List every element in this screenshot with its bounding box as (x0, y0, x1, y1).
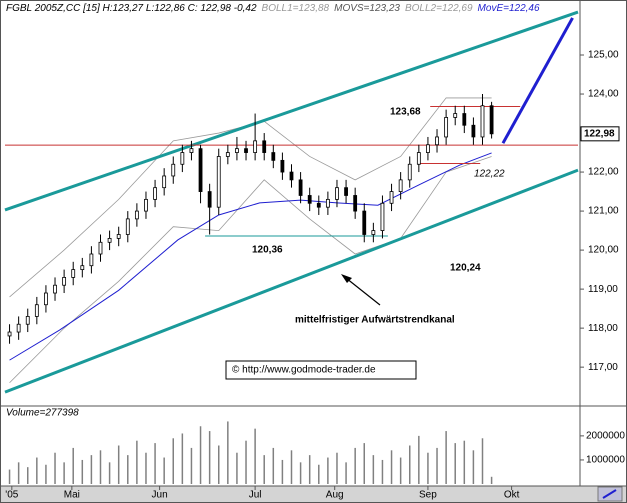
channel-upper (4, 10, 579, 212)
y-tick-label: 118,00 (588, 323, 618, 334)
candle-body (25, 316, 30, 325)
candle-body (107, 237, 112, 243)
candle-body (44, 292, 48, 306)
y-tick-label: 121,00 (588, 206, 619, 217)
candle-body (298, 179, 303, 196)
candle-body (53, 284, 57, 294)
arrow-head (341, 274, 352, 283)
candle-body (307, 195, 312, 204)
annotation: 120,24 (450, 263, 481, 274)
header-part: BOLL2=122,69 (405, 3, 473, 14)
y-tick-label: 124,00 (588, 89, 619, 100)
candle-body (89, 253, 94, 267)
copyright-box (225, 360, 417, 380)
candle-body (235, 148, 239, 153)
candle-body (189, 148, 194, 153)
candle-body (371, 230, 376, 235)
corner-icon-line (602, 489, 617, 499)
annotation: 120,36 (252, 245, 283, 256)
annotation: 123,68 (390, 107, 421, 118)
candle-body (489, 105, 494, 135)
date-strip (1, 486, 626, 502)
projection (501, 17, 574, 144)
header-text: FGBL 2005Z,CC [15] H:123,27 L:122,86 C: … (6, 3, 540, 14)
x-tick-label: Okt (504, 490, 520, 501)
candle-body (134, 210, 139, 220)
header-part: MovE=122,46 (478, 3, 540, 14)
candle-body (207, 191, 212, 208)
candle-body (480, 105, 485, 138)
candle-body (125, 218, 130, 235)
candle-body (362, 210, 367, 235)
last-price-box (580, 126, 620, 142)
candle-body (198, 148, 203, 192)
arrow-line (345, 277, 381, 306)
y-tick-label: 120,00 (588, 245, 619, 256)
candle-body (462, 113, 467, 126)
candle-body (153, 187, 157, 200)
x-tick-label: Sep (419, 490, 437, 501)
y-tick-label: 122,00 (588, 167, 619, 178)
y-tick-label: 119,00 (588, 284, 618, 295)
candle-body (71, 269, 76, 278)
candle-body (144, 198, 148, 212)
candle-body (289, 171, 294, 181)
candle-body (453, 113, 458, 118)
header-part: BOLL1=123,88 (262, 3, 330, 14)
candle-body (416, 152, 421, 165)
volume-tick-label: 2000000 (586, 431, 625, 442)
x-tick-label: Mai (64, 490, 80, 501)
candle-body (34, 304, 39, 317)
candle-body (344, 187, 348, 196)
candle-body (398, 179, 403, 192)
candle-body (180, 152, 185, 165)
annotation: © http://www.godmode-trader.de (232, 365, 376, 376)
x-tick-label: '05 (5, 490, 18, 501)
header-part: FGBL 2005Z,CC [15] H:123,27 L:122,86 C: … (6, 3, 257, 14)
last-price-label: 122,98 (584, 128, 615, 139)
candle-body (325, 198, 330, 208)
candle-body (435, 136, 439, 146)
volume-tick-label: 1000000 (586, 455, 625, 466)
moving-average (9, 152, 492, 361)
candle-body (353, 195, 358, 212)
bollinger-lower (9, 156, 492, 384)
candle-body (216, 156, 221, 208)
candle-body (16, 323, 21, 333)
candle-body (426, 144, 430, 153)
candle-body (98, 241, 103, 255)
candle-body (471, 124, 476, 138)
y-tick-label: 125,00 (588, 50, 619, 61)
candle-body (335, 187, 339, 200)
candle-body (62, 277, 67, 286)
candle-body (116, 234, 121, 239)
candle-body (262, 140, 267, 153)
candle-body (225, 152, 230, 157)
annotation: 122,22 (474, 169, 505, 180)
volume-label: Volume=277398 (6, 408, 79, 419)
candle-body (280, 159, 285, 173)
candle-body (407, 163, 412, 181)
x-tick-label: Jul (249, 490, 262, 501)
candle-body (162, 175, 167, 189)
candle-body (389, 191, 394, 204)
channel-lower (4, 168, 579, 394)
y-tick-label: 117,00 (588, 362, 618, 373)
candle-body (380, 202, 385, 231)
candle-body (171, 163, 176, 177)
candle-body (316, 202, 321, 208)
candle-body (253, 140, 258, 153)
candle-body (271, 152, 276, 161)
candle-body (444, 117, 449, 138)
candle-body (7, 331, 12, 337)
annotation: mittelfristiger Aufwärtstrendkanal (295, 315, 455, 326)
candle-body (244, 148, 248, 153)
x-tick-label: Aug (326, 490, 344, 501)
header-part: MOVS=123,23 (334, 3, 400, 14)
x-tick-label: Jun (152, 490, 168, 501)
candle-body (80, 265, 85, 271)
